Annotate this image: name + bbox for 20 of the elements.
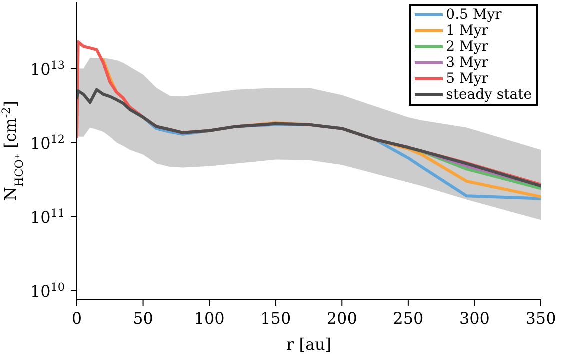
legend-label: 0.5 Myr [446,7,502,23]
line-series [77,88,541,188]
x-tick-label: 150 [260,309,292,328]
x-tick-label: 300 [459,309,490,328]
y-tick-label: 10$^{13}$ [30,58,65,79]
y-tick-label: 10$^{10}$ [30,280,65,301]
y-tick-label: 10$^{12}$ [30,132,65,153]
x-tick-label: 50 [133,309,154,328]
x-tick-label: 0 [72,309,82,328]
x-tick-label: 100 [194,309,225,328]
legend-label: steady state [446,87,532,103]
legend-label: 5 Myr [446,71,488,87]
legend-label: 2 Myr [446,39,488,55]
legend-label: 1 Myr [446,23,488,39]
x-tick-label: 250 [393,309,424,328]
x-tick-label: 350 [526,309,556,328]
x-axis-title: r [au] [286,335,332,354]
x-tick-label: 200 [326,309,358,328]
legend-label: 3 Myr [446,55,488,71]
y-tick-label: 10$^{11}$ [30,206,65,227]
